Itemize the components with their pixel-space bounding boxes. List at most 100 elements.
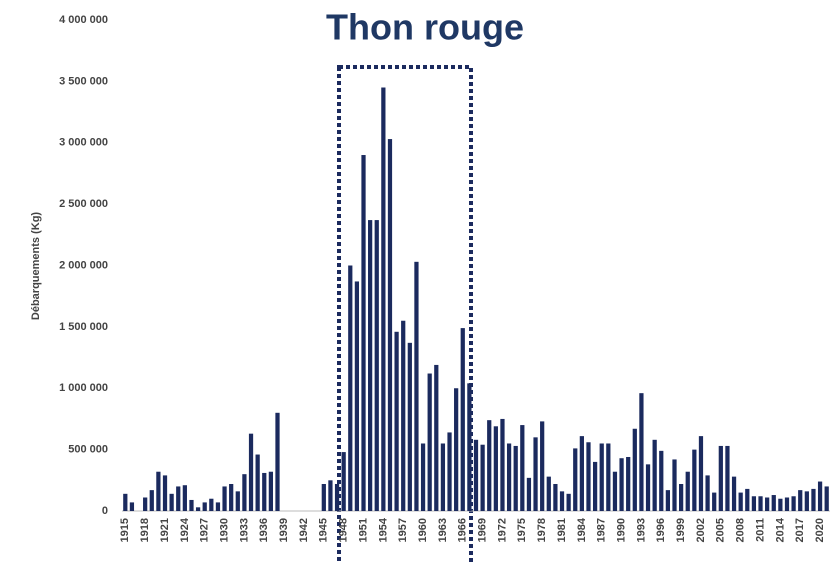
x-tick-label: 1951 (357, 518, 369, 542)
bar (341, 452, 346, 511)
bar (665, 490, 671, 511)
bar (242, 474, 247, 511)
x-tick-label: 1954 (377, 517, 389, 542)
bar (427, 373, 432, 511)
bar (195, 507, 201, 511)
bar (143, 497, 148, 511)
bar (738, 492, 743, 511)
bar (725, 445, 730, 511)
highlight-box (337, 65, 473, 562)
x-tick-label: 1990 (615, 518, 627, 542)
bar (804, 491, 809, 511)
bar (778, 498, 783, 511)
bar (579, 436, 584, 511)
x-tick-label: 1933 (238, 518, 250, 542)
x-tick-label: 1939 (278, 518, 290, 542)
bar (784, 497, 790, 511)
x-tick-label: 1987 (596, 518, 608, 542)
bar (645, 464, 651, 511)
bar (169, 493, 174, 511)
bar (791, 496, 796, 511)
bar (467, 383, 472, 511)
bar (381, 87, 386, 511)
bar (434, 364, 439, 511)
bar (817, 481, 823, 511)
bar (731, 476, 737, 511)
bar (182, 485, 187, 511)
bar (659, 450, 664, 511)
bar (440, 443, 446, 511)
y-tick-label: 0 (102, 505, 108, 517)
bar (361, 155, 366, 511)
bar (526, 477, 532, 511)
bar (387, 139, 393, 511)
x-tick-label: 1978 (536, 518, 548, 542)
bar (520, 425, 525, 511)
bar (685, 471, 690, 511)
bar (262, 472, 267, 511)
y-tick-label: 2 500 000 (59, 198, 108, 210)
bar (712, 492, 717, 511)
bar (209, 498, 214, 511)
bar (798, 490, 803, 511)
bar (176, 486, 181, 511)
bar (248, 433, 254, 511)
bar (447, 432, 452, 511)
x-tick-label: 1999 (675, 518, 687, 542)
bar (500, 418, 505, 511)
bar (599, 443, 604, 511)
bar (771, 495, 776, 511)
bar (321, 483, 326, 511)
bar (222, 486, 227, 511)
x-tick-label: 2020 (814, 518, 826, 542)
bar (407, 342, 412, 511)
bar (156, 471, 161, 511)
bar (652, 439, 657, 511)
x-tick-label: 1972 (496, 518, 508, 542)
x-tick-label: 2017 (794, 518, 806, 542)
x-tick-label: 1969 (477, 518, 489, 542)
y-tick-label: 2 000 000 (59, 259, 108, 271)
x-tick-label: 2002 (695, 518, 707, 542)
bar (149, 490, 154, 511)
x-tick-label: 2005 (715, 518, 727, 542)
x-tick-label: 1957 (397, 518, 409, 542)
x-tick-label: 2011 (754, 518, 766, 542)
y-tick-label: 3 000 000 (59, 137, 108, 149)
bar (698, 436, 704, 511)
bar (546, 476, 551, 511)
bar (202, 502, 207, 511)
bar (566, 493, 571, 511)
bar (718, 445, 723, 511)
bar (487, 420, 492, 511)
x-tick-label: 1936 (258, 518, 270, 542)
y-tick-label: 1 500 000 (59, 321, 108, 333)
bar (632, 428, 637, 511)
bar (606, 443, 611, 511)
bar (493, 426, 498, 511)
bar (692, 449, 697, 511)
bar (420, 443, 426, 511)
bar (612, 471, 618, 511)
x-tick-label: 1960 (417, 518, 429, 542)
bar (553, 483, 558, 511)
bar (229, 483, 234, 511)
bar (626, 456, 631, 511)
bar (328, 480, 333, 511)
x-tick-label: 1927 (199, 518, 211, 542)
bar (751, 496, 757, 511)
bar (414, 261, 419, 511)
bar (162, 475, 168, 511)
bar (672, 459, 677, 511)
bar (506, 443, 512, 511)
bar (679, 483, 684, 511)
bar (348, 265, 353, 511)
x-tick-label: 1942 (298, 518, 310, 542)
bar (473, 439, 479, 511)
x-tick-label: 1996 (655, 518, 667, 542)
bar (540, 421, 545, 511)
bar (401, 320, 406, 511)
x-tick-label: 1915 (119, 518, 131, 542)
bar (123, 493, 128, 511)
